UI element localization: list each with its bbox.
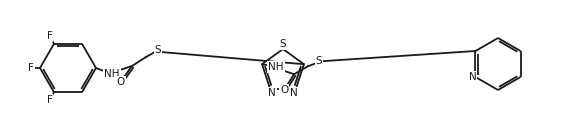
Text: F: F (28, 63, 34, 73)
Text: O: O (117, 77, 125, 87)
Text: F: F (47, 95, 52, 105)
Text: N: N (268, 88, 276, 98)
Text: NH: NH (268, 62, 284, 72)
Text: F: F (47, 31, 52, 41)
Text: N: N (290, 88, 298, 98)
Text: S: S (155, 45, 162, 55)
Text: NH: NH (104, 69, 119, 79)
Text: S: S (280, 39, 286, 49)
Text: O: O (280, 85, 288, 95)
Text: N: N (468, 72, 476, 82)
Text: S: S (316, 56, 323, 66)
